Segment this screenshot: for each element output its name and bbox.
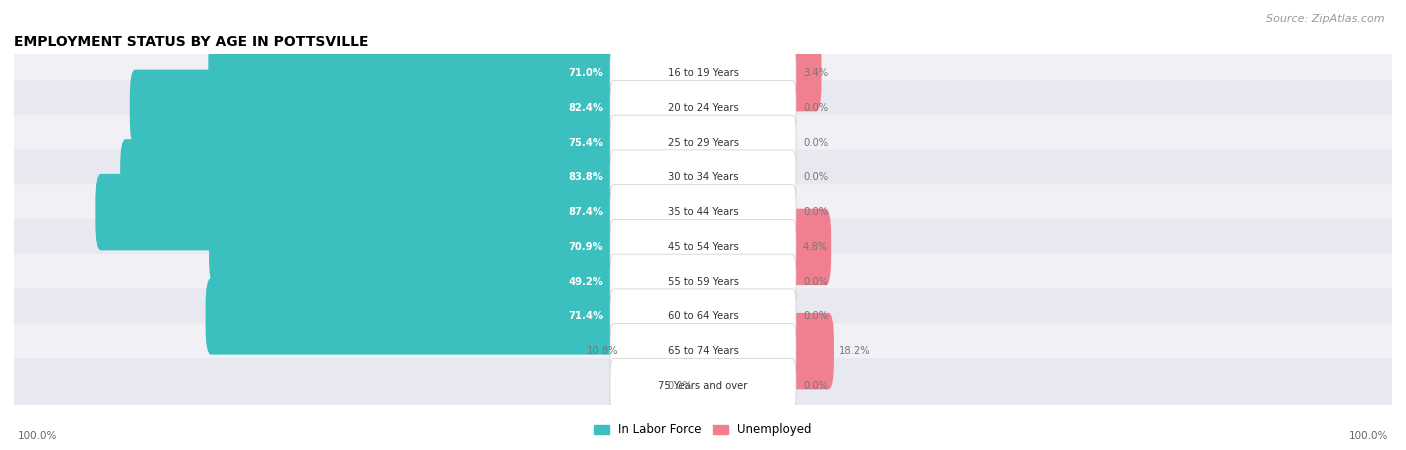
- Text: 71.4%: 71.4%: [568, 311, 603, 321]
- FancyBboxPatch shape: [610, 359, 796, 414]
- FancyBboxPatch shape: [610, 289, 796, 344]
- Text: 0.0%: 0.0%: [803, 311, 828, 321]
- FancyBboxPatch shape: [13, 80, 1393, 135]
- FancyBboxPatch shape: [610, 220, 796, 274]
- FancyBboxPatch shape: [13, 254, 1393, 310]
- Text: 0.0%: 0.0%: [803, 138, 828, 148]
- Text: 65 to 74 Years: 65 to 74 Years: [668, 346, 738, 356]
- FancyBboxPatch shape: [13, 45, 1393, 101]
- FancyBboxPatch shape: [787, 313, 834, 389]
- FancyBboxPatch shape: [610, 324, 796, 378]
- Text: 0.0%: 0.0%: [668, 381, 693, 391]
- Text: 83.8%: 83.8%: [568, 172, 603, 182]
- Text: EMPLOYMENT STATUS BY AGE IN POTTSVILLE: EMPLOYMENT STATUS BY AGE IN POTTSVILLE: [14, 35, 368, 49]
- FancyBboxPatch shape: [610, 115, 796, 170]
- Text: 60 to 64 Years: 60 to 64 Years: [668, 311, 738, 321]
- FancyBboxPatch shape: [13, 184, 1393, 240]
- Text: 10.8%: 10.8%: [586, 346, 619, 356]
- Text: 16 to 19 Years: 16 to 19 Years: [668, 68, 738, 78]
- Text: 45 to 54 Years: 45 to 54 Years: [668, 242, 738, 252]
- Text: 70.9%: 70.9%: [568, 242, 603, 252]
- Text: 71.0%: 71.0%: [568, 68, 603, 78]
- Text: 0.0%: 0.0%: [803, 277, 828, 287]
- FancyBboxPatch shape: [13, 149, 1393, 205]
- FancyBboxPatch shape: [787, 209, 831, 285]
- FancyBboxPatch shape: [96, 174, 619, 250]
- Text: 100.0%: 100.0%: [18, 431, 58, 441]
- FancyBboxPatch shape: [13, 115, 1393, 171]
- Text: 75 Years and over: 75 Years and over: [658, 381, 748, 391]
- FancyBboxPatch shape: [610, 81, 796, 135]
- FancyBboxPatch shape: [359, 243, 619, 320]
- Text: 49.2%: 49.2%: [568, 277, 603, 287]
- FancyBboxPatch shape: [208, 35, 619, 111]
- Text: 18.2%: 18.2%: [839, 346, 870, 356]
- Text: 55 to 59 Years: 55 to 59 Years: [668, 277, 738, 287]
- Text: 100.0%: 100.0%: [1348, 431, 1388, 441]
- Text: 0.0%: 0.0%: [803, 381, 828, 391]
- Legend: In Labor Force, Unemployed: In Labor Force, Unemployed: [589, 419, 817, 441]
- FancyBboxPatch shape: [13, 358, 1393, 414]
- Text: 75.4%: 75.4%: [568, 138, 603, 148]
- Text: 82.4%: 82.4%: [568, 103, 603, 113]
- FancyBboxPatch shape: [610, 254, 796, 309]
- Text: 4.8%: 4.8%: [803, 242, 828, 252]
- FancyBboxPatch shape: [13, 288, 1393, 344]
- Text: 30 to 34 Years: 30 to 34 Years: [668, 172, 738, 182]
- Text: Source: ZipAtlas.com: Source: ZipAtlas.com: [1267, 14, 1385, 23]
- FancyBboxPatch shape: [610, 45, 796, 100]
- Text: 20 to 24 Years: 20 to 24 Years: [668, 103, 738, 113]
- Text: 87.4%: 87.4%: [568, 207, 603, 217]
- Text: 3.4%: 3.4%: [803, 68, 828, 78]
- FancyBboxPatch shape: [610, 150, 796, 205]
- FancyBboxPatch shape: [610, 184, 796, 239]
- Text: 0.0%: 0.0%: [803, 103, 828, 113]
- FancyBboxPatch shape: [13, 219, 1393, 274]
- FancyBboxPatch shape: [129, 70, 619, 146]
- FancyBboxPatch shape: [209, 209, 619, 285]
- FancyBboxPatch shape: [787, 35, 821, 111]
- FancyBboxPatch shape: [623, 313, 634, 389]
- FancyBboxPatch shape: [179, 104, 619, 181]
- Text: 35 to 44 Years: 35 to 44 Years: [668, 207, 738, 217]
- Text: 25 to 29 Years: 25 to 29 Years: [668, 138, 738, 148]
- FancyBboxPatch shape: [120, 139, 619, 216]
- Text: 0.0%: 0.0%: [803, 172, 828, 182]
- Text: 0.0%: 0.0%: [803, 207, 828, 217]
- FancyBboxPatch shape: [13, 324, 1393, 379]
- FancyBboxPatch shape: [205, 278, 619, 355]
